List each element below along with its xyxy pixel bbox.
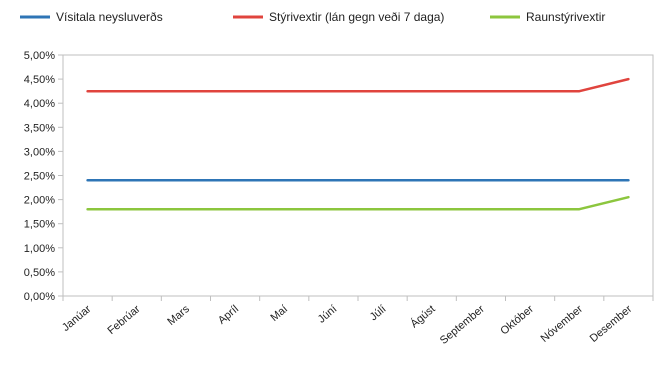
y-tick-label: 2,50%	[24, 171, 55, 183]
x-tick-label: Mars	[165, 303, 192, 328]
x-tick-label: Júlí	[368, 303, 389, 323]
y-tick-label: 0,00%	[24, 291, 55, 303]
legend-label-2: Stýrivextir (lán gegn veði 7 daga)	[269, 10, 444, 24]
x-tick-label: September	[438, 303, 487, 347]
axes: 0,00% 0,50% 1,00% 1,50% 2,00% 2,50% 3,00% 3,50%…	[24, 50, 654, 347]
legend-label-3: Raunstýrivextir	[526, 10, 605, 24]
series-line-3	[86, 195, 630, 211]
y-tick-label: 4,00%	[24, 98, 55, 110]
y-tick-label: 2,00%	[24, 195, 55, 207]
x-tick-label: Janúar	[60, 303, 94, 334]
x-tick-label: Maí	[268, 303, 290, 324]
y-tick-label: 5,00%	[24, 50, 55, 62]
x-tick-label: Febrúar	[105, 303, 142, 337]
x-tick-label: Desember	[588, 303, 635, 345]
y-tick-label: 3,50%	[24, 122, 55, 134]
x-tick-label: Nóvember	[539, 303, 586, 345]
x-tick-label: Október	[498, 303, 536, 338]
x-tick-label: Júní	[316, 303, 340, 326]
legend-label-1: Vísitala neysluverðs	[56, 10, 163, 24]
legend: Vísitala neysluverðs Stýrivextir (lán geg…	[20, 10, 605, 24]
x-tick-label: Ágúst	[408, 302, 438, 330]
y-tick-label: 1,00%	[24, 243, 55, 255]
y-tick-label: 4,50%	[24, 74, 55, 86]
y-tick-label: 1,50%	[24, 219, 55, 231]
y-tick-label: 3,00%	[24, 146, 55, 158]
y-tick-label: 0,50%	[24, 267, 55, 279]
series-line-2	[86, 77, 630, 93]
x-tick-label: Apríl	[216, 303, 241, 327]
series-lines	[86, 77, 630, 211]
